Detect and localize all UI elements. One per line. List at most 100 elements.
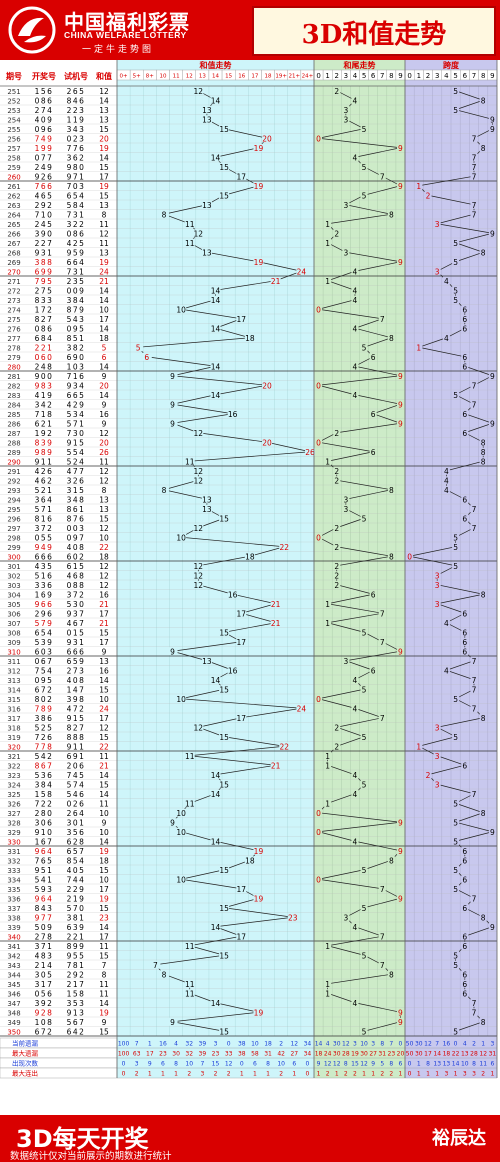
sum-cell: 10	[99, 828, 109, 837]
sum-cell: 19	[99, 144, 109, 153]
open-number-cell: 067	[35, 657, 54, 666]
span-point-label: 6	[462, 875, 467, 884]
span-point-bg	[442, 476, 450, 485]
sum-cell: 13	[99, 106, 109, 115]
sum-point-bg	[210, 675, 221, 684]
open-number-cell: 249	[35, 163, 54, 172]
sum-cell: 19	[99, 182, 109, 191]
stats-sum-value: 8	[174, 1061, 178, 1068]
sum-point-label: 6	[144, 353, 149, 362]
stats-sum-value: 0	[306, 1061, 310, 1068]
span-point-label: 0	[407, 552, 412, 561]
stats-sum-value: 31	[264, 1051, 272, 1058]
tail-point-label: 0	[316, 134, 321, 143]
stats-tail-value: 1	[362, 1071, 366, 1078]
period-cell: 313	[7, 677, 20, 685]
tail-point-label: 5	[362, 685, 367, 694]
stats-sum-value: 7	[135, 1041, 139, 1048]
sum-cell: 14	[99, 676, 109, 685]
stats-tail-value: 12	[333, 1061, 341, 1068]
test-number-cell: 781	[67, 961, 86, 970]
sum-point-bg	[253, 1008, 264, 1017]
sum-point-bg	[210, 998, 221, 1007]
sum-point-label: 24	[297, 704, 307, 713]
span-point-bg	[461, 352, 469, 361]
span-point-label: 7	[472, 894, 477, 903]
period-cell: 332	[7, 857, 20, 865]
sum-cell: 15	[99, 866, 109, 875]
sum-point-bg	[270, 761, 281, 770]
stats-span-value: 17	[424, 1051, 432, 1058]
period-cell: 329	[7, 829, 20, 837]
period-cell: 287	[7, 430, 20, 438]
test-number-cell: 353	[67, 999, 86, 1008]
open-number-cell: 816	[35, 514, 54, 523]
open-number-cell: 086	[35, 96, 54, 105]
sum-point-bg	[219, 780, 230, 789]
open-number-cell: 900	[35, 372, 54, 381]
sum-cell: 9	[102, 647, 107, 656]
stats-span-value: 13	[461, 1051, 469, 1058]
period-cell: 282	[7, 382, 20, 390]
open-number-cell: 926	[35, 172, 54, 181]
test-number-cell: 381	[67, 913, 86, 922]
tail-point-bg	[315, 438, 323, 447]
stats-tail-value: 1	[371, 1071, 375, 1078]
tail-point-bg	[378, 960, 386, 969]
period-cell: 317	[7, 715, 20, 723]
sum-cell: 9	[102, 818, 107, 827]
sum-point-label: 19	[254, 847, 264, 856]
span-point-bg	[470, 153, 478, 162]
open-number-cell: 765	[35, 856, 54, 865]
span-point-label: 7	[472, 172, 477, 181]
open-number-cell: 672	[35, 1027, 54, 1036]
stats-span-value: 30	[415, 1041, 423, 1048]
sum-cell: 21	[99, 600, 109, 609]
tail-point-bg	[360, 732, 368, 741]
span-point-bg	[433, 723, 441, 732]
tail-point-bg	[396, 257, 404, 266]
sum-cell: 17	[99, 932, 109, 941]
sum-point-label: 9	[170, 419, 175, 428]
sum-point-label: 11	[185, 752, 195, 761]
stats-tail-value: 8	[344, 1061, 348, 1068]
sum-point-label: 11	[185, 799, 195, 808]
test-number-cell: 628	[67, 837, 86, 846]
sum-axis-label: 18	[265, 74, 272, 80]
stats-span-value: 0	[408, 1071, 412, 1078]
span-point-label: 9	[490, 419, 495, 428]
span-point-label: 5	[453, 837, 458, 846]
stats-span-value: 13	[433, 1061, 441, 1068]
sum-point-label: 15	[219, 904, 229, 913]
tail-point-bg	[324, 979, 332, 988]
sum-point-label: 14	[211, 286, 221, 295]
sum-point-label: 19	[254, 1008, 264, 1017]
stats-tail-value: 31	[378, 1051, 386, 1058]
tail-point-label: 2	[334, 429, 339, 438]
tail-point-bg	[369, 590, 377, 599]
span-point-bg	[470, 685, 478, 694]
span-point-label: 8	[481, 809, 486, 818]
sum-point-bg	[219, 732, 230, 741]
span-point-bg	[488, 124, 496, 133]
test-number-cell: 097	[67, 533, 86, 542]
stats-sum-value: 8	[266, 1061, 270, 1068]
sum-point-bg	[176, 827, 187, 836]
header-banner: 中国福利彩票 CHINA WELFARE LOTTERY 一定牛走势图 3D和值…	[0, 0, 500, 60]
test-number-cell: 158	[67, 989, 86, 998]
tail-point-label: 0	[316, 875, 321, 884]
span-point-label: 7	[472, 210, 477, 219]
period-cell: 348	[7, 1009, 20, 1017]
open-number-cell: 278	[35, 932, 54, 941]
tail-point-label: 5	[362, 780, 367, 789]
tail-point-bg	[342, 504, 350, 513]
tail-point-label: 8	[389, 970, 394, 979]
tail-point-bg	[315, 533, 323, 542]
stats-sum-value: 12	[225, 1061, 233, 1068]
sum-point-label: 7	[153, 961, 158, 970]
stats-tail-value: 2	[389, 1071, 393, 1078]
open-number-cell: 280	[35, 809, 54, 818]
sum-cell: 17	[99, 885, 109, 894]
tail-point-bg	[351, 675, 359, 684]
sum-cell: 21	[99, 277, 109, 286]
